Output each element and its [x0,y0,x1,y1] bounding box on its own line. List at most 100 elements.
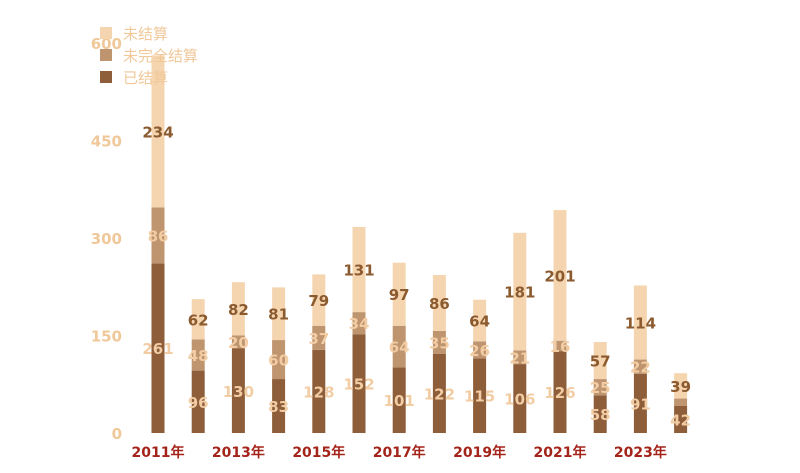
data-label: 57 [590,353,611,371]
data-label: 22 [630,359,651,377]
data-label: 91 [630,395,651,413]
bar-segment [352,312,366,335]
bar-segment [593,395,607,433]
data-label: 20 [228,334,249,352]
bar-segment [191,370,205,433]
data-label: 39 [670,378,691,396]
y-tick-label: 300 [91,230,122,248]
y-tick-label: 600 [91,35,122,53]
bar-segment [473,341,487,359]
data-label: 58 [590,406,611,424]
bar-segment [593,379,607,396]
bar-segment [231,282,245,336]
bar-segment [151,207,165,264]
bar-segment [513,232,527,351]
bar-segment [191,299,205,340]
bar-segment [231,335,245,349]
bar-segment [392,367,406,433]
bar-segment [392,325,406,368]
data-label: 21 [509,349,530,367]
data-label: 86 [148,227,169,245]
bar-segment [312,274,326,326]
data-label: 62 [188,311,209,329]
data-label: 34 [349,315,370,333]
bar-segment [352,226,366,313]
data-label: 96 [188,394,209,412]
bar-segment [312,325,326,350]
bar-segment [432,353,446,433]
bar-segment [272,379,286,433]
data-label: 16 [550,338,571,356]
legend-item-partially-settled[interactable]: 未完全结算 [100,44,198,66]
data-label: 37 [308,330,329,348]
legend-label: 未完全结算 [123,46,199,65]
bar-segment [633,285,647,360]
data-label: 114 [625,315,656,333]
data-label: 83 [268,398,289,416]
data-label: 122 [424,385,455,403]
bar-segment [473,299,487,342]
bar-segment [272,340,286,380]
bar-segment [633,359,647,374]
data-label: 126 [544,384,575,402]
bar-segment [352,334,366,433]
bar-segment [513,350,527,365]
bar-segment [593,342,607,380]
legend-label: 未结算 [123,24,169,43]
bar-segment [151,55,165,208]
data-label: 128 [303,383,334,401]
y-tick-label: 150 [91,328,122,346]
bar-segment [432,275,446,331]
data-label: 181 [504,284,535,302]
bar-segment [151,263,165,433]
data-label: 97 [389,286,410,304]
data-label: 152 [343,376,374,394]
bar-segment [553,340,567,352]
data-label: 106 [504,391,535,409]
bar-segment [392,262,406,326]
data-label: 42 [670,411,691,429]
x-tick-label: 2019年 [453,444,506,461]
x-tick-label: 2013年 [212,444,265,461]
data-label: 64 [469,313,490,331]
legend-swatch [100,49,112,61]
bar-segment [473,358,487,433]
data-label: 26 [469,342,490,360]
bar-segment [432,330,446,354]
legend-item-settled[interactable]: 已结算 [100,66,198,88]
data-label: 130 [223,383,254,401]
y-tick-label: 0 [112,425,122,443]
x-tick-label: 2015年 [292,444,345,461]
x-tick-label: 2017年 [373,444,426,461]
bar-segment [674,405,688,433]
data-label: 81 [268,306,289,324]
legend: 未结算 未完全结算 已结算 [100,22,198,88]
bar-segment [312,349,326,433]
data-label: 64 [389,339,410,357]
legend-item-unsettled[interactable]: 未结算 [100,22,198,44]
bar-segment [191,339,205,371]
x-tick-label: 2023年 [614,444,667,461]
bar-segment [674,373,688,399]
x-tick-label: 2011年 [132,444,185,461]
data-label: 25 [590,379,611,397]
data-label: 101 [384,392,415,410]
legend-swatch [100,27,112,39]
x-tick-label: 2021年 [534,444,587,461]
data-label: 201 [544,267,575,285]
data-label: 234 [142,123,173,141]
data-label: 261 [142,340,173,358]
bar-segment [674,398,688,406]
legend-label: 已结算 [123,68,169,87]
legend-swatch [100,71,112,83]
data-label: 86 [429,295,450,313]
data-label: 48 [188,347,209,365]
data-label: 79 [308,292,329,310]
data-label: 60 [268,352,289,370]
y-tick-label: 450 [91,133,122,151]
bar-segment [553,351,567,433]
data-label: 82 [228,301,249,319]
bar-segment [272,287,286,341]
data-label: 131 [343,262,374,280]
